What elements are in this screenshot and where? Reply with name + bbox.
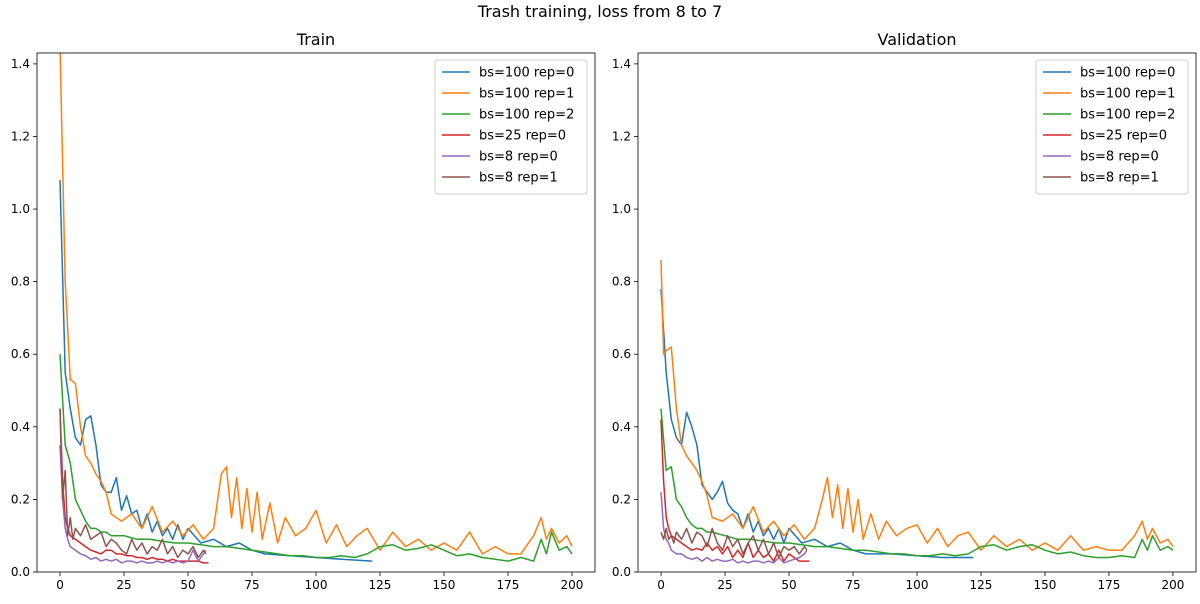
legend-label: bs=100 rep=0 [1080,66,1175,81]
series-line-3 [660,408,1174,559]
x-tick-label: 150 [1034,578,1057,592]
y-tick-label: 1.4 [612,57,631,71]
x-tick-label: 200 [561,578,584,592]
legend-label: bs=100 rep=1 [1080,87,1175,102]
series-line-1 [660,288,974,559]
y-tick-label: 0.8 [11,275,30,289]
series-line-5 [59,444,207,564]
x-tick-label: 150 [433,578,456,592]
y-tick-label: 1.0 [612,202,631,216]
series-group [59,53,573,564]
x-tick-label: 25 [116,578,131,592]
series-line-6 [660,527,808,559]
y-tick-label: 0.6 [11,347,30,361]
x-tick-label: 200 [1162,578,1185,592]
chart-title: Train [296,30,335,49]
chart-title: Validation [877,30,956,49]
legend-label: bs=25 rep=0 [479,129,566,144]
series-line-4 [660,419,810,562]
y-tick-label: 1.4 [11,57,30,71]
legend-label: bs=100 rep=0 [479,66,574,81]
x-tick-label: 175 [497,578,520,592]
legend: bs=100 rep=0 bs=100 rep=1 bs=100 rep=2 bs=2… [1035,59,1189,195]
y-tick-label: 0.4 [612,420,631,434]
x-tick-label: 125 [970,578,993,592]
figure-title: Trash training, loss from 8 to 7 [477,2,723,21]
x-tick-label: 75 [244,578,259,592]
legend-label: bs=25 rep=0 [1080,129,1167,144]
y-tick-label: 0.0 [612,565,631,579]
y-tick-label: 0.4 [11,420,30,434]
series-line-5 [660,492,808,564]
series-group [660,259,1174,564]
x-tick-label: 125 [369,578,392,592]
x-tick-label: 50 [781,578,796,592]
legend-label: bs=8 rep=1 [479,171,558,186]
x-tick-label: 100 [906,578,929,592]
x-tick-label: 25 [717,578,732,592]
x-tick-label: 100 [305,578,328,592]
x-tick-label: 0 [56,578,64,592]
y-tick-label: 1.0 [11,202,30,216]
y-tick-label: 0.2 [612,492,631,506]
series-line-2 [59,53,573,555]
y-tick-label: 0.8 [612,275,631,289]
legend-box [1035,59,1189,195]
series-line-6 [59,408,207,559]
x-tick-label: 175 [1098,578,1121,592]
chart-panel-1: Train 0 25 50 75 100 125 150 175 200 0.0 0.2 0.4 0.6 0… [11,30,596,592]
y-tick-label: 0.0 [11,565,30,579]
series-line-1 [59,179,373,562]
y-tick-label: 1.2 [612,129,631,143]
legend: bs=100 rep=0 bs=100 rep=1 bs=100 rep=2 bs=2… [434,59,588,195]
series-line-4 [59,408,209,564]
legend-label: bs=8 rep=0 [1080,150,1159,165]
x-tick-label: 0 [657,578,665,592]
legend-box [434,59,588,195]
series-line-2 [660,259,1174,551]
chart-panel-2: Validation 0 25 50 75 100 125 150 175 200 0.0 0.2 0.… [612,30,1197,592]
y-tick-label: 1.2 [11,129,30,143]
legend-label: bs=100 rep=1 [479,87,574,102]
legend-label: bs=100 rep=2 [1080,108,1175,123]
y-tick-label: 0.2 [11,492,30,506]
x-tick-label: 75 [845,578,860,592]
legend-label: bs=8 rep=0 [479,150,558,165]
legend-label: bs=8 rep=1 [1080,171,1159,186]
y-tick-label: 0.6 [612,347,631,361]
legend-label: bs=100 rep=2 [479,108,574,123]
x-tick-label: 50 [180,578,195,592]
series-line-3 [59,354,573,562]
